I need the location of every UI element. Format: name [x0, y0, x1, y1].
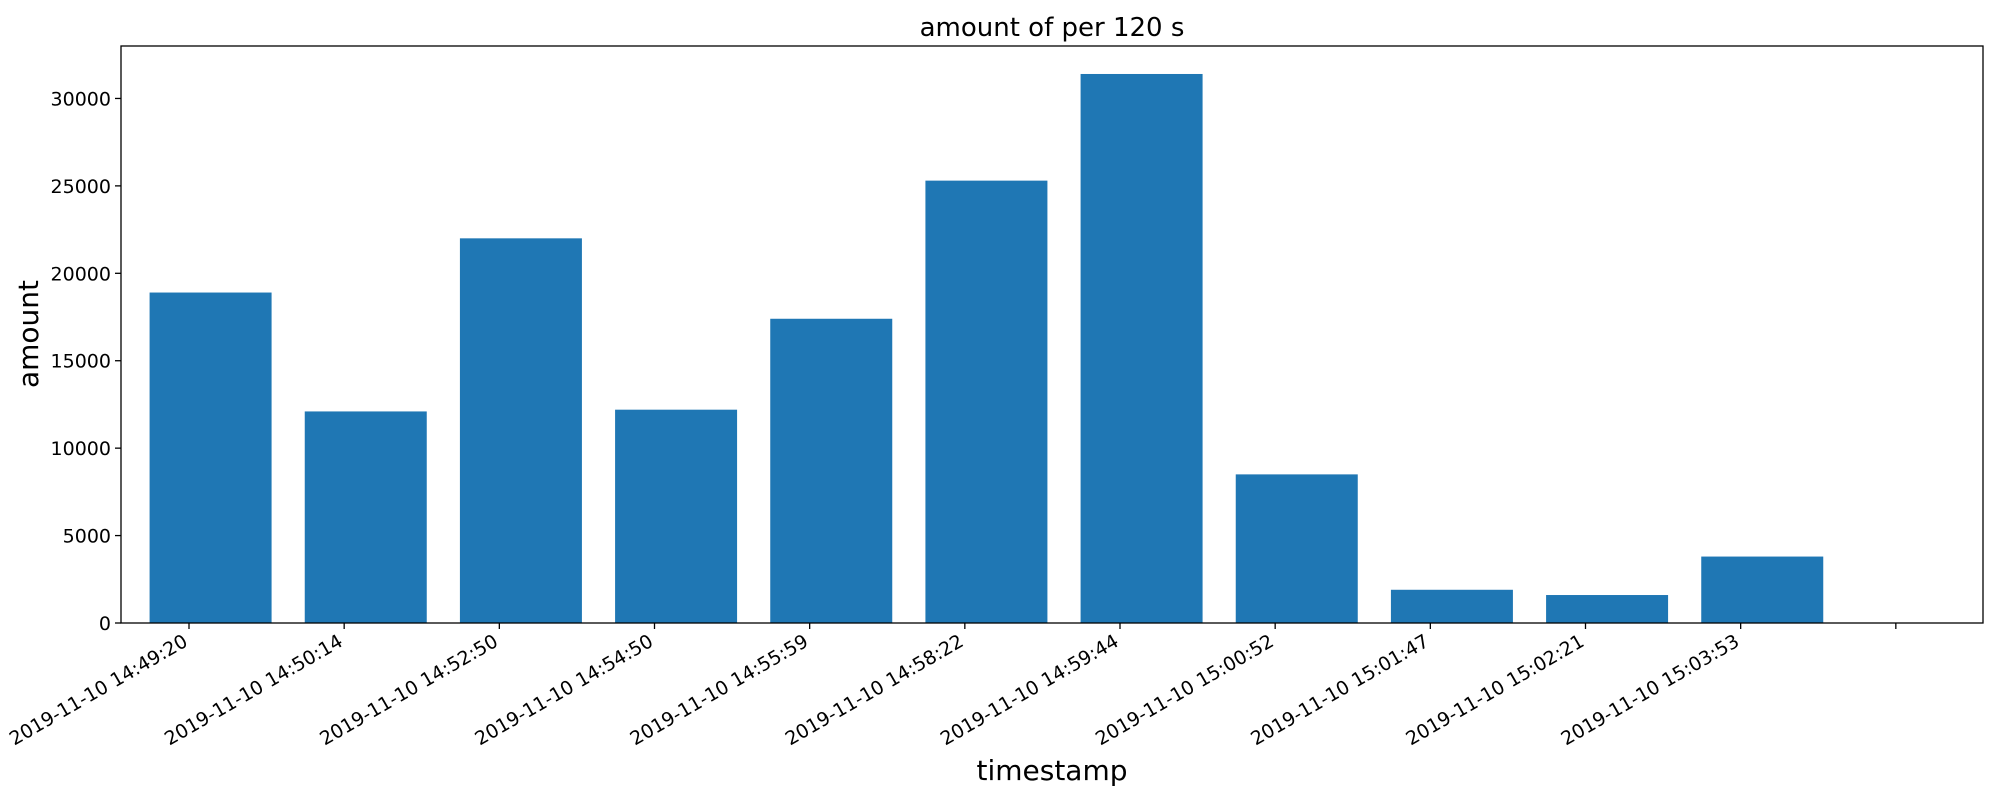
- bars-group: [149, 73, 1824, 624]
- chart-title: amount of per 120 s: [920, 13, 1185, 43]
- y-tick-label: 30000: [51, 88, 111, 110]
- y-tick-label: 20000: [51, 263, 111, 285]
- y-axis: 0 5000 10000 15000 20000 25000 30000: [51, 88, 121, 635]
- bar: [149, 292, 272, 623]
- bar: [770, 318, 893, 623]
- bar: [925, 180, 1048, 623]
- x-axis-label: timestamp: [976, 754, 1127, 787]
- bar: [1701, 556, 1824, 623]
- y-tick-label: 15000: [51, 351, 111, 373]
- bar: [1390, 589, 1513, 623]
- y-axis-label: amount: [12, 280, 45, 388]
- y-tick-label: 25000: [51, 176, 111, 198]
- bar: [1546, 595, 1669, 623]
- bar: [459, 238, 582, 624]
- plot-frame: [120, 45, 1984, 624]
- y-tick-label: 0: [99, 613, 111, 635]
- y-tick-label: 10000: [51, 438, 111, 460]
- y-tick-label: 5000: [63, 526, 111, 548]
- bar: [615, 409, 738, 623]
- bar: [1080, 73, 1203, 623]
- bar: [304, 411, 427, 623]
- bar: [1235, 474, 1358, 623]
